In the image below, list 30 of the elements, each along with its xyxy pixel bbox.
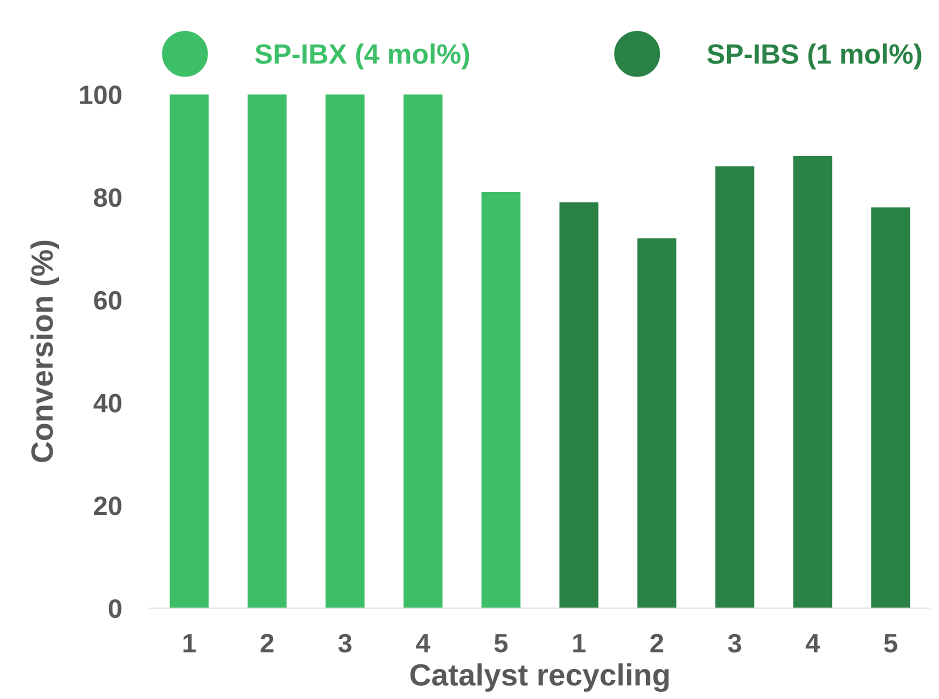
x-tick-label: 5 (494, 634, 508, 653)
y-axis-title: Conversion (%) (30, 240, 59, 462)
y-tick-label: 60 (94, 291, 122, 310)
bar (559, 202, 598, 608)
bar (170, 94, 209, 608)
bar (715, 166, 754, 608)
legend-label: SP-IBX (4 mol%) (255, 43, 470, 70)
x-tick-label: 4 (416, 634, 430, 652)
y-tick-label: 0 (108, 599, 122, 618)
x-tick-label: 4 (806, 634, 820, 652)
x-tick-label: 1 (184, 634, 196, 652)
y-tick-label: 20 (94, 496, 122, 516)
x-tick-label: 1 (573, 634, 586, 652)
y-tick-label: 100 (80, 86, 122, 104)
bar (481, 192, 520, 608)
bar (871, 207, 910, 608)
y-tick-label: 40 (94, 394, 122, 412)
bar (793, 156, 832, 608)
x-axis-title: Catalyst recycling (410, 663, 669, 692)
bar (248, 94, 287, 608)
x-tick-label: 2 (650, 634, 664, 652)
x-tick-label: 3 (338, 634, 352, 653)
y-tick-label: 80 (94, 188, 122, 207)
legend-label: SP-IBS (1 mol%) (707, 43, 922, 70)
x-tick-label: 3 (728, 634, 742, 653)
bar (404, 94, 443, 608)
bar (637, 238, 676, 608)
x-tick-label: 5 (884, 634, 898, 653)
bar (326, 94, 365, 608)
x-tick-label: 2 (260, 634, 274, 652)
